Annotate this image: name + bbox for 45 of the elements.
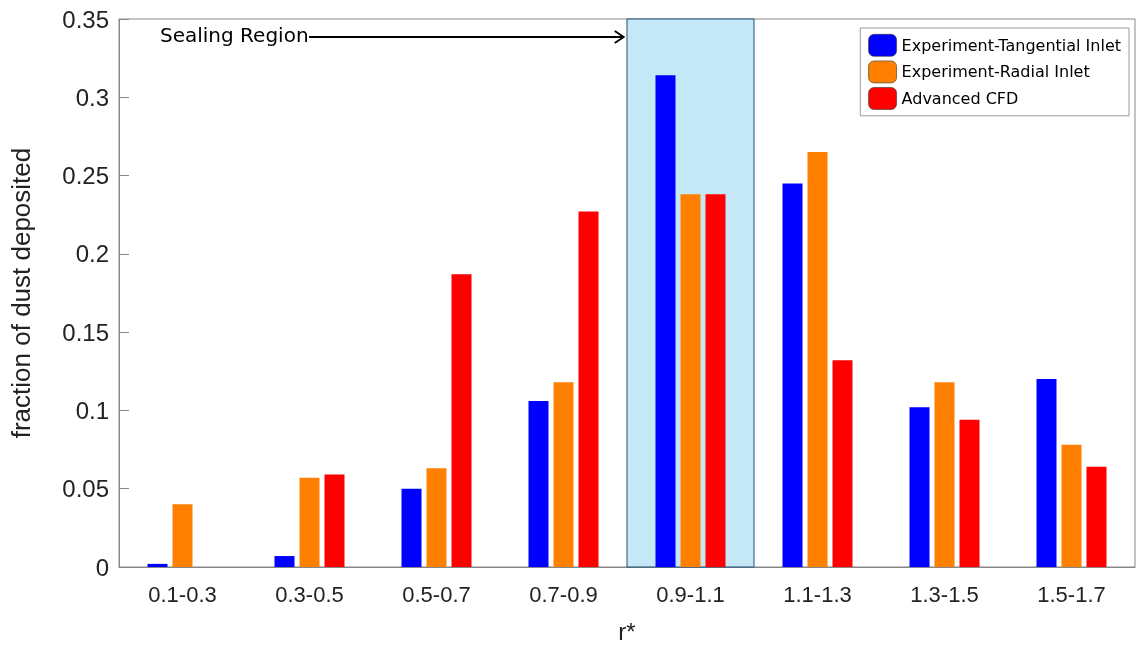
x-tick-label: 0.3-0.5 (275, 581, 344, 607)
bar (959, 419, 980, 567)
bar (655, 75, 676, 567)
bar (578, 211, 599, 567)
x-tick-label: 0.7-0.9 (529, 581, 598, 607)
y-tick-label: 0 (95, 553, 109, 581)
bar (705, 194, 726, 567)
bar (1061, 444, 1082, 567)
bar (553, 382, 574, 567)
bar (172, 504, 193, 567)
bar (934, 382, 955, 567)
bar (909, 407, 930, 567)
bar (451, 274, 472, 567)
bar (274, 556, 295, 567)
bar (832, 360, 853, 567)
y-tick-label: 0.3 (75, 83, 109, 111)
bar (147, 563, 168, 567)
y-tick-label: 0.15 (62, 318, 109, 346)
band-label: Sealing Region (160, 23, 309, 47)
y-tick-label: 0.2 (75, 240, 109, 268)
bar (1086, 466, 1107, 567)
x-tick-label: 0.5-0.7 (402, 581, 471, 607)
x-tick-label: 1.5-1.7 (1037, 581, 1106, 607)
x-tick-label: 0.1-0.3 (148, 581, 217, 607)
y-axis-title: fraction of dust deposited (6, 147, 36, 439)
bar (426, 468, 447, 567)
x-tick-label: 0.9-1.1 (656, 581, 725, 607)
bar (401, 488, 422, 567)
bar (807, 152, 828, 567)
y-tick-label: 0.1 (75, 396, 109, 424)
x-tick-label: 1.3-1.5 (910, 581, 979, 607)
y-tick-label: 0.25 (62, 162, 109, 190)
legend-label: Experiment-Radial Inlet (901, 62, 1090, 82)
bar (299, 477, 320, 567)
bar (680, 194, 701, 567)
y-tick-label: 0.35 (62, 5, 109, 33)
legend-label: Experiment-Tangential Inlet (901, 35, 1121, 55)
bar (528, 401, 549, 567)
bar (324, 474, 345, 567)
x-axis-title: r* (618, 617, 636, 645)
x-tick-label: 1.1-1.3 (783, 581, 852, 607)
y-tick-label: 0.05 (62, 475, 109, 503)
legend-label: Advanced CFD (901, 89, 1019, 108)
bar (782, 183, 803, 567)
bar (1036, 379, 1057, 567)
